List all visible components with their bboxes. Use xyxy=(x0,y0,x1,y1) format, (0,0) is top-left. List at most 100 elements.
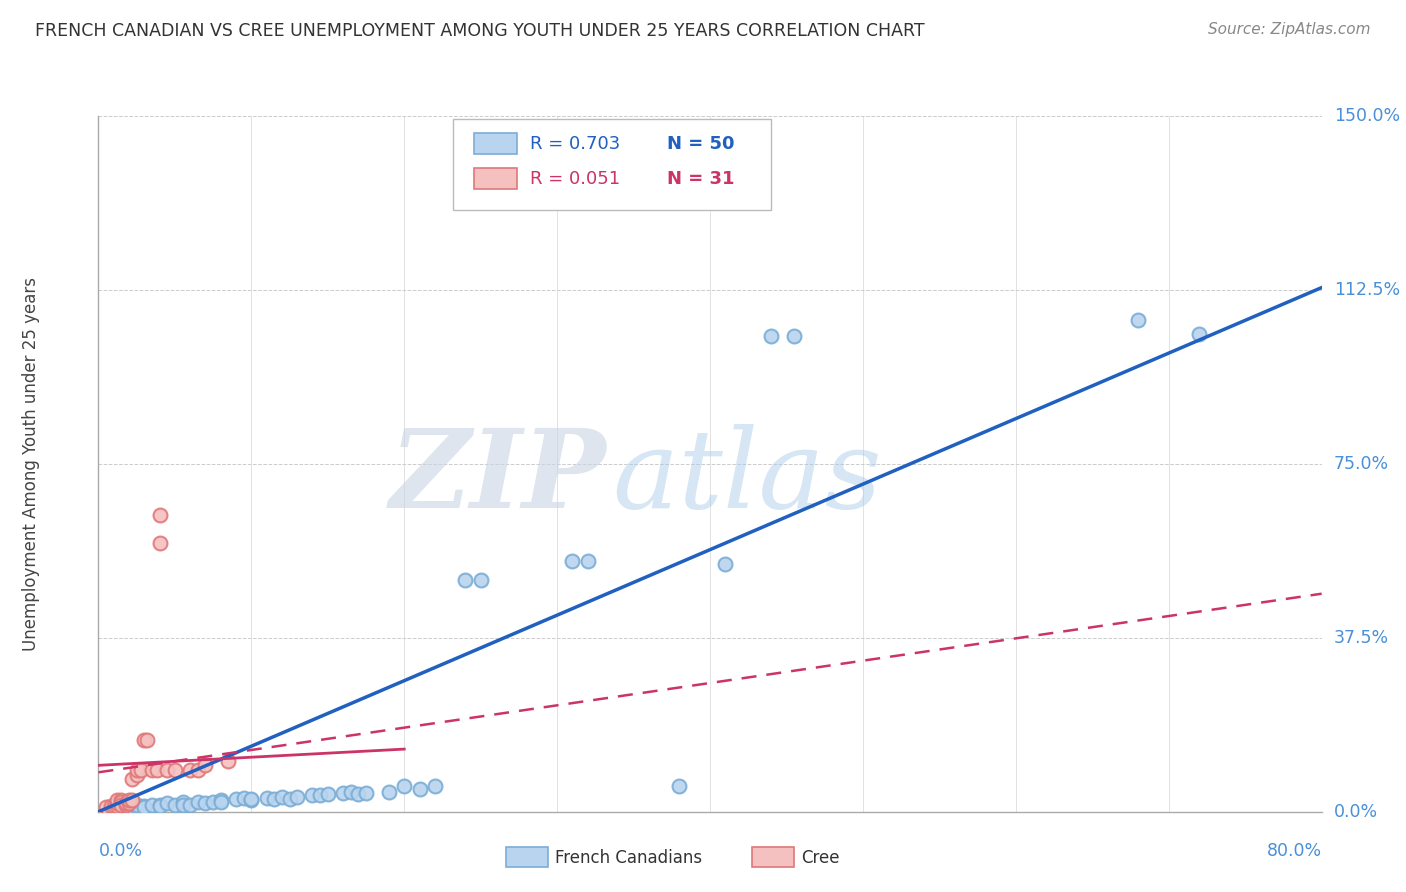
Point xyxy=(125,767,148,781)
Text: 80.0%: 80.0% xyxy=(1267,842,1322,860)
Point xyxy=(1128,313,1150,327)
Point xyxy=(392,779,416,793)
Point xyxy=(110,793,132,807)
Point xyxy=(141,797,163,812)
Point xyxy=(110,796,132,810)
Point xyxy=(240,791,263,805)
Point xyxy=(285,789,308,804)
Point xyxy=(378,785,401,799)
Point xyxy=(187,763,209,777)
Point xyxy=(141,763,163,777)
Point xyxy=(316,787,339,801)
Point xyxy=(118,793,141,807)
Point xyxy=(118,797,141,811)
Point xyxy=(263,791,285,805)
Point xyxy=(232,790,254,805)
Point xyxy=(136,732,159,747)
Point xyxy=(100,799,122,814)
Text: 37.5%: 37.5% xyxy=(1334,629,1389,647)
Text: R = 0.703: R = 0.703 xyxy=(530,135,620,153)
Point xyxy=(105,797,128,811)
Point xyxy=(163,763,186,777)
Text: FRENCH CANADIAN VS CREE UNEMPLOYMENT AMONG YOUTH UNDER 25 YEARS CORRELATION CHAR: FRENCH CANADIAN VS CREE UNEMPLOYMENT AMO… xyxy=(35,22,925,40)
Point xyxy=(103,800,125,814)
Point xyxy=(339,785,361,799)
Text: 0.0%: 0.0% xyxy=(98,842,142,860)
Point xyxy=(118,796,141,810)
Point xyxy=(179,797,201,812)
Point xyxy=(354,786,377,800)
Point xyxy=(217,754,239,768)
Point xyxy=(347,787,370,801)
Text: 112.5%: 112.5% xyxy=(1334,281,1400,299)
Point xyxy=(194,758,217,772)
Bar xyxy=(474,134,517,154)
Point xyxy=(129,763,152,777)
Point xyxy=(149,797,172,812)
Point xyxy=(125,800,148,814)
Point xyxy=(332,786,354,800)
Text: 75.0%: 75.0% xyxy=(1334,455,1389,473)
Point xyxy=(576,554,599,568)
Point xyxy=(209,796,232,810)
Point xyxy=(470,573,492,587)
Point xyxy=(309,789,332,803)
Point xyxy=(156,797,179,811)
Text: French Canadians: French Canadians xyxy=(555,849,703,867)
Point xyxy=(714,557,737,571)
Text: atlas: atlas xyxy=(612,424,882,532)
Text: Source: ZipAtlas.com: Source: ZipAtlas.com xyxy=(1208,22,1371,37)
Text: N = 31: N = 31 xyxy=(668,169,735,187)
Point xyxy=(202,795,225,809)
Point xyxy=(278,791,301,805)
Text: N = 50: N = 50 xyxy=(668,135,735,153)
Text: Cree: Cree xyxy=(801,849,839,867)
Point xyxy=(115,797,138,812)
Point xyxy=(118,800,141,814)
Point xyxy=(194,797,217,811)
Point xyxy=(240,793,263,807)
Point xyxy=(172,796,194,810)
Text: 150.0%: 150.0% xyxy=(1334,107,1400,125)
Text: R = 0.051: R = 0.051 xyxy=(530,169,620,187)
Point xyxy=(179,763,201,777)
Point xyxy=(163,797,186,812)
Point xyxy=(301,789,323,803)
Point xyxy=(103,799,125,814)
Point xyxy=(115,797,138,811)
Point xyxy=(149,535,172,549)
Point xyxy=(134,800,156,814)
Point xyxy=(110,799,132,814)
Point xyxy=(454,573,477,587)
Point xyxy=(668,779,690,793)
Point xyxy=(408,781,430,796)
Point xyxy=(187,795,209,809)
Point xyxy=(561,554,583,568)
Point xyxy=(759,329,782,343)
Point xyxy=(270,789,292,804)
Point xyxy=(125,763,148,777)
Point xyxy=(783,329,806,343)
Point xyxy=(149,799,172,814)
Point xyxy=(172,797,194,812)
Point xyxy=(145,763,167,777)
Point xyxy=(134,799,156,814)
Point xyxy=(156,763,179,777)
Point xyxy=(105,793,128,807)
Point xyxy=(134,732,156,747)
Text: ZIP: ZIP xyxy=(389,424,606,532)
Text: 0.0%: 0.0% xyxy=(1334,803,1378,821)
Point xyxy=(1188,326,1211,341)
Point xyxy=(105,799,128,814)
Point xyxy=(94,800,117,814)
FancyBboxPatch shape xyxy=(453,120,772,210)
Point xyxy=(256,790,278,805)
Text: Unemployment Among Youth under 25 years: Unemployment Among Youth under 25 years xyxy=(22,277,41,651)
Point xyxy=(423,779,446,793)
Point xyxy=(110,797,132,812)
Point xyxy=(121,772,143,787)
Point xyxy=(209,793,232,807)
Point xyxy=(225,791,247,805)
Bar xyxy=(474,169,517,189)
Point xyxy=(121,793,143,807)
